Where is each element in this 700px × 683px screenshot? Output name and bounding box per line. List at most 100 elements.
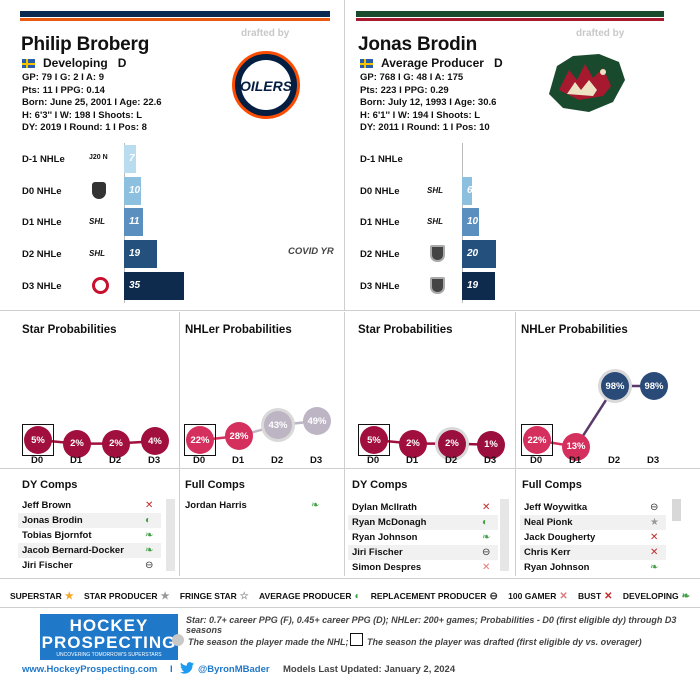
legend-label: 100 GAMER [508,591,557,601]
superstar-icon: ★ [64,590,74,602]
nhle-bar-value: 19 [129,248,141,259]
prob-point: 2% [102,429,130,458]
status-label: Developing [43,56,108,70]
team-logo-text: OILERS [239,78,293,94]
nhle-bar [462,177,473,205]
100-gamer-icon: ✕ [482,562,491,573]
shl-league-icon: SHL [89,217,105,226]
website-link[interactable]: www.HockeyProspecting.com [22,664,158,675]
developing-icon: ❧ [145,530,154,541]
prob-x-label: D2 [445,455,458,466]
legend-item: 100 GAMER ✕ [508,587,568,605]
covid-note: COVID YR [288,246,334,257]
prob-point: 22% [523,426,551,455]
comp-name: Ryan Johnson [352,532,418,543]
nhle-bar [124,145,136,173]
brand-line-1: HOCKEY [69,616,149,635]
twitter-handle[interactable]: @ByronMBader [198,664,270,675]
draft-year-square-icon [358,424,390,456]
player-info: GP: 768 I G: 48 I A: 175 Pts: 223 I PPG:… [360,72,496,135]
ahl-logo-icon [92,277,109,294]
nhle-bar-value: 10 [467,216,479,227]
twitter-bird-icon [180,662,194,674]
draft-year-square-icon [184,424,216,457]
average-producer-icon: ◐ [482,517,489,528]
fringe-star-icon: ☆ [239,590,249,602]
comp-name: Jeff Woywitka [524,502,588,513]
comp-row-bg [520,515,666,530]
replacement-producer-icon: ⊖ [145,560,154,571]
star-producer-icon: ★ [650,517,659,528]
league-shield-icon [92,182,106,199]
position-label: D [493,56,503,70]
legend-item: SUPERSTAR ★ [10,587,74,605]
player-status: Average Producer D [360,56,503,70]
prob-x-label: D2 [109,455,122,466]
bust-icon: ✕ [145,500,154,511]
sweden-flag-icon [360,59,373,68]
comp-name: Dylan McIlrath [352,502,417,513]
replacement-producer-icon: ⊖ [482,547,491,558]
outcome-legend: SUPERSTAR ★ STAR PRODUCER ★ FRINGE STAR ☆ AVER… [10,587,690,605]
comp-name: Tobias Bjornfot [22,530,92,541]
draft-line: DY: 2019 I Round: 1 I Pos: 8 [22,122,147,133]
player-status: Developing D [22,56,126,70]
scrollbar[interactable] [166,499,175,571]
nhler-prob-title-right: NHLer Probabilities [521,324,628,336]
stats-line-2: Pts: 11 I PPG: 0.14 [22,84,105,96]
legend-label: SUPERSTAR [10,591,62,601]
scrollbar[interactable] [672,499,681,521]
wild-logo-icon [549,54,625,112]
nhle-row-label: D2 NHLe [22,249,62,260]
status-label: Average Producer [381,56,484,70]
size-line: H: 6'1'' I W: 194 I Shoots: L [360,109,481,121]
nhle-row-label: D1 NHLe [360,217,400,228]
nhle-row-label: D3 NHLe [360,281,400,292]
developing-icon: ❧ [681,590,690,602]
nhle-bar-value: 19 [467,280,479,291]
drafted-by-label: drafted by [576,28,625,39]
comp-name: Jonas Brodin [22,515,83,526]
prob-point: 2% [399,429,427,458]
nhle-bar-value: 7 [129,153,135,164]
legend-label: STAR PRODUCER [84,591,158,601]
developing-icon: ❧ [145,545,154,556]
legend-item: FRINGE STAR ☆ [180,587,249,605]
nhler-prob-title-left: NHLer Probabilities [185,324,292,336]
comp-name: Jiri Fischer [22,560,73,571]
average-producer-icon: ◐ [354,590,361,602]
comp-row-bg [18,543,161,558]
nhle-bar-value: 10 [129,185,141,196]
nhle-bar [124,177,142,205]
section-divider [0,310,700,311]
prob-point: 5% [360,426,388,454]
nhle-row-label: D3 NHLe [22,281,62,292]
brand-line-2: PROSPECTING [41,633,177,652]
legend-label: BUST [578,591,602,601]
comp-name: Jiri Fischer [352,547,403,558]
developing-icon: ❧ [650,562,659,573]
prob-point: 98% [640,372,668,401]
circle-note: The season the player made the NHL; [188,637,349,647]
nhle-bar [462,240,497,268]
player-name: Philip Broberg [21,34,150,55]
developing-icon: ❧ [482,532,491,543]
legend-item: REPLACEMENT PRODUCER ⊖ [371,587,498,605]
definitions-note: Star: 0.7+ career PPG (F), 0.45+ career … [186,615,677,635]
nhle-row-label: D-1 NHLe [22,154,65,165]
comp-name: Jeff Brown [22,500,72,511]
sweden-flag-icon [22,59,35,68]
drafted-by-label: drafted by [241,28,290,39]
stats-line-1: GP: 79 I G: 2 I A: 9 [22,72,105,83]
full-comps-title-right: Full Comps [522,479,582,491]
nhle-bar [124,208,143,236]
bust-icon: ✕ [650,532,659,543]
stats-line-1: GP: 768 I G: 48 I A: 175 [360,72,464,83]
square-note: The season the player was drafted (first… [367,637,642,647]
prob-point: 2% [63,429,91,458]
star-prob-title-left: Star Probabilities [22,324,117,336]
born-line: Born: June 25, 2001 I Age: 22.6 [22,97,162,108]
star-producer-icon: ★ [160,590,170,602]
nhle-row-label: D-1 NHLe [360,154,403,165]
scrollbar[interactable] [500,499,509,571]
